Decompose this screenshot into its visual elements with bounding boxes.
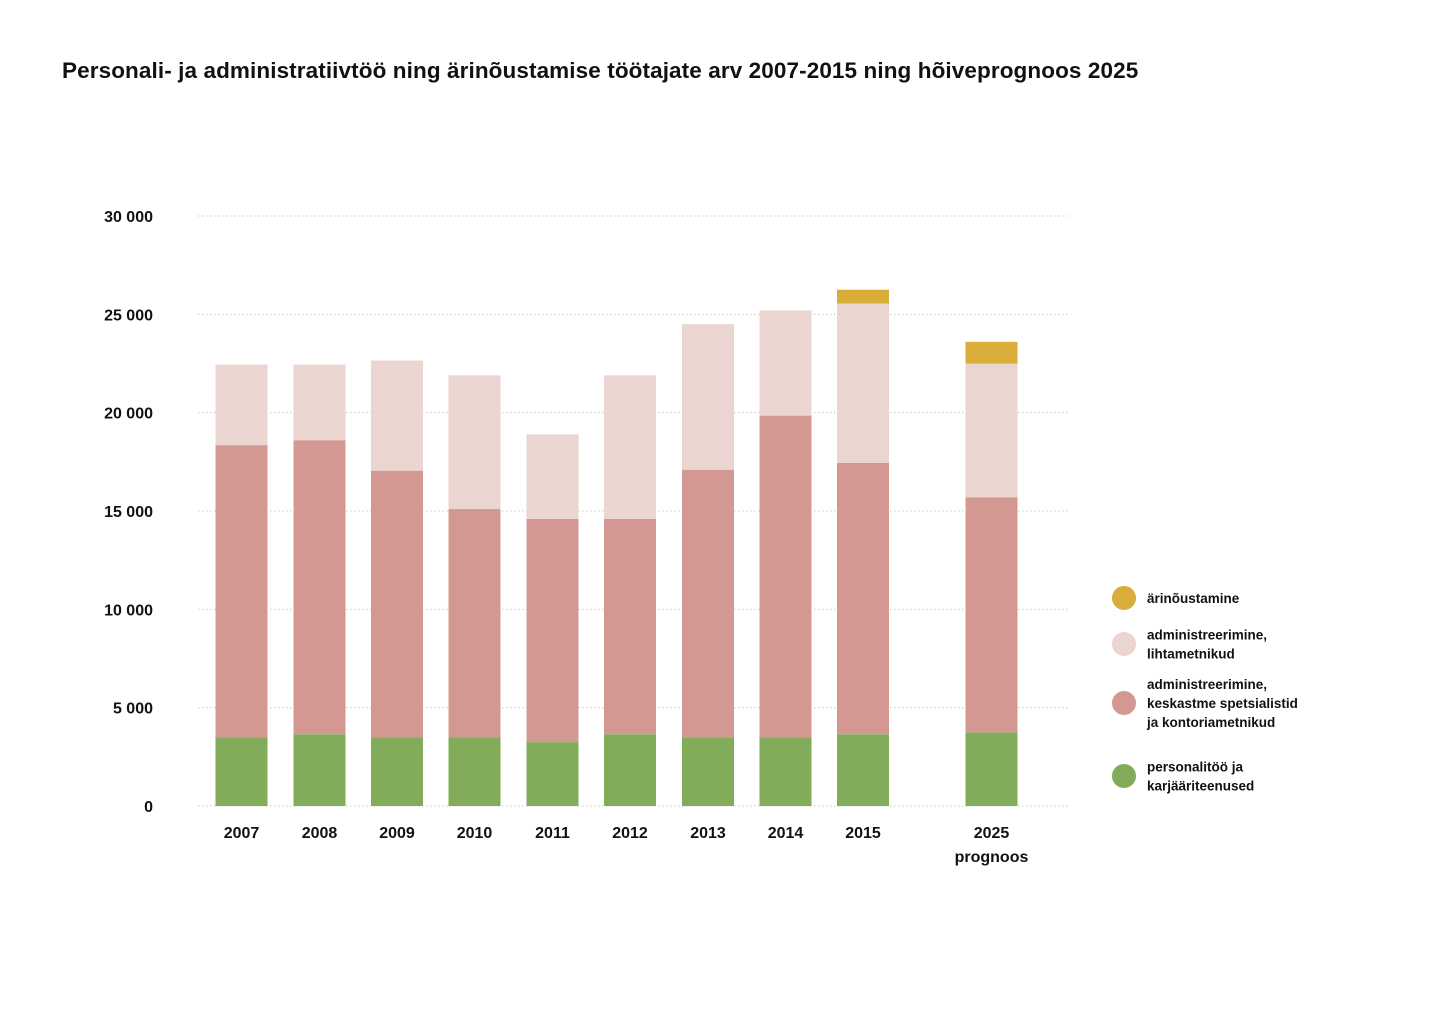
x-tick-label-2025-prognoos: 2025 prognoos (955, 825, 1029, 866)
x-tick-label-2015: 2015 (845, 825, 881, 842)
bar-2013-series-2 (682, 469, 734, 738)
y-tick-label-10000: 10 000 (104, 602, 153, 619)
bar-2008-series-2 (293, 440, 346, 735)
legend-label-line: lihtametnikud (1147, 647, 1235, 662)
legend: ärinõustamine administreerimine, lihtametn… (1112, 586, 1298, 794)
bar-2011-series-2 (526, 518, 579, 743)
legend-swatch-personalitoo-ja-karjaariteenused (1112, 764, 1136, 788)
legend-label-line: keskastme spetsialistid (1147, 696, 1298, 711)
x-axis-ticks: 2007 2008 2009 2010 2011 2012 2013 2014 2015 2025… (224, 825, 1029, 866)
x-tick-label-line: 2025 (974, 825, 1010, 842)
x-tick-label-line: 2010 (457, 825, 493, 842)
legend-label-line: karjääriteenused (1147, 779, 1254, 794)
x-tick-label-2012: 2012 (612, 825, 648, 842)
legend-label-arinoustamine: ärinõustamine (1147, 591, 1240, 606)
x-tick-label-2013: 2013 (690, 825, 726, 842)
bar-2010-series-3 (448, 375, 501, 510)
bar-2015-series-4 (837, 289, 889, 304)
legend-label-line: personalitöö ja (1147, 760, 1244, 775)
y-tick-label-15000: 15 000 (104, 504, 153, 521)
y-tick-label-25000: 25 000 (104, 307, 153, 324)
bar-2014-series-1 (759, 737, 812, 806)
legend-label-administreerimine-lihtametnikud: administreerimine, lihtametnikud (1147, 628, 1267, 662)
bars (215, 289, 1018, 806)
bar-2011-series-3 (526, 434, 579, 519)
bar-2014-series-3 (759, 310, 812, 416)
x-tick-label-2008: 2008 (302, 825, 338, 842)
chart-title: Personali- ja administratiivtöö ning äri… (62, 58, 1139, 83)
bar-2007-series-1 (215, 737, 268, 806)
bar-2009-series-2 (371, 470, 423, 738)
bar-2012-series-2 (604, 518, 656, 735)
legend-swatch-administreerimine-keskastme-spetsialistid (1112, 691, 1136, 715)
bar-2015-series-2 (837, 462, 889, 735)
legend-label-line: ja kontoriametnikud (1146, 715, 1275, 730)
x-tick-label-2009: 2009 (379, 825, 415, 842)
x-tick-label-line: 2007 (224, 825, 260, 842)
bar-2010-series-2 (448, 509, 501, 738)
legend-swatch-administreerimine-lihtametnikud (1112, 632, 1136, 656)
bar-2015-series-1 (837, 734, 889, 806)
x-tick-label-line: 2011 (535, 825, 570, 842)
legend-label-line: administreerimine, (1147, 677, 1267, 692)
bar-2009-series-1 (371, 737, 423, 806)
bar-2010-series-1 (448, 737, 501, 806)
bar-2009-series-3 (371, 360, 423, 471)
bar-2008-series-3 (293, 364, 346, 441)
y-tick-label-0: 0 (144, 799, 153, 816)
x-tick-label-2007: 2007 (224, 825, 260, 842)
x-tick-label-2011: 2011 (535, 825, 570, 842)
x-tick-label-line: 2013 (690, 825, 726, 842)
x-tick-label-line: 2014 (768, 825, 804, 842)
x-tick-label-line: 2009 (379, 825, 415, 842)
bar-2008-series-1 (293, 734, 346, 806)
legend-label-personalitoo-ja-karjaariteenused: personalitöö ja karjääriteenused (1147, 760, 1254, 794)
x-tick-label-line: prognoos (955, 849, 1029, 866)
y-tick-label-20000: 20 000 (104, 406, 153, 423)
bar-2025-prognoos-series-4 (965, 341, 1018, 364)
bar-2015-series-3 (837, 303, 889, 463)
bar-2011-series-1 (526, 742, 579, 806)
x-tick-label-line: 2008 (302, 825, 338, 842)
x-tick-label-2014: 2014 (768, 825, 804, 842)
bar-2013-series-3 (682, 324, 734, 470)
bar-2014-series-2 (759, 415, 812, 738)
bar-2025-prognoos-series-2 (965, 497, 1018, 733)
y-axis-ticks: 0 5 000 10 000 15 000 20 000 25 000 30 000 (104, 209, 153, 816)
x-tick-label-line: 2012 (612, 825, 648, 842)
bar-2007-series-3 (215, 364, 268, 446)
legend-swatch-arinoustamine (1112, 586, 1136, 610)
x-tick-label-2010: 2010 (457, 825, 493, 842)
bar-2007-series-2 (215, 445, 268, 738)
bar-2012-series-1 (604, 734, 656, 806)
legend-label-line: ärinõustamine (1147, 591, 1240, 606)
bar-2013-series-1 (682, 737, 734, 806)
bar-2025-prognoos-series-1 (965, 732, 1018, 806)
bar-2025-prognoos-series-3 (965, 363, 1018, 498)
x-tick-label-line: 2015 (845, 825, 881, 842)
y-tick-label-5000: 5 000 (113, 701, 153, 718)
legend-label-administreerimine-keskastme-spetsialistid: administreerimine, keskastme spetsialisti… (1146, 677, 1298, 730)
legend-label-line: administreerimine, (1147, 628, 1267, 643)
bar-2012-series-3 (604, 375, 656, 519)
y-tick-label-30000: 30 000 (104, 209, 153, 226)
